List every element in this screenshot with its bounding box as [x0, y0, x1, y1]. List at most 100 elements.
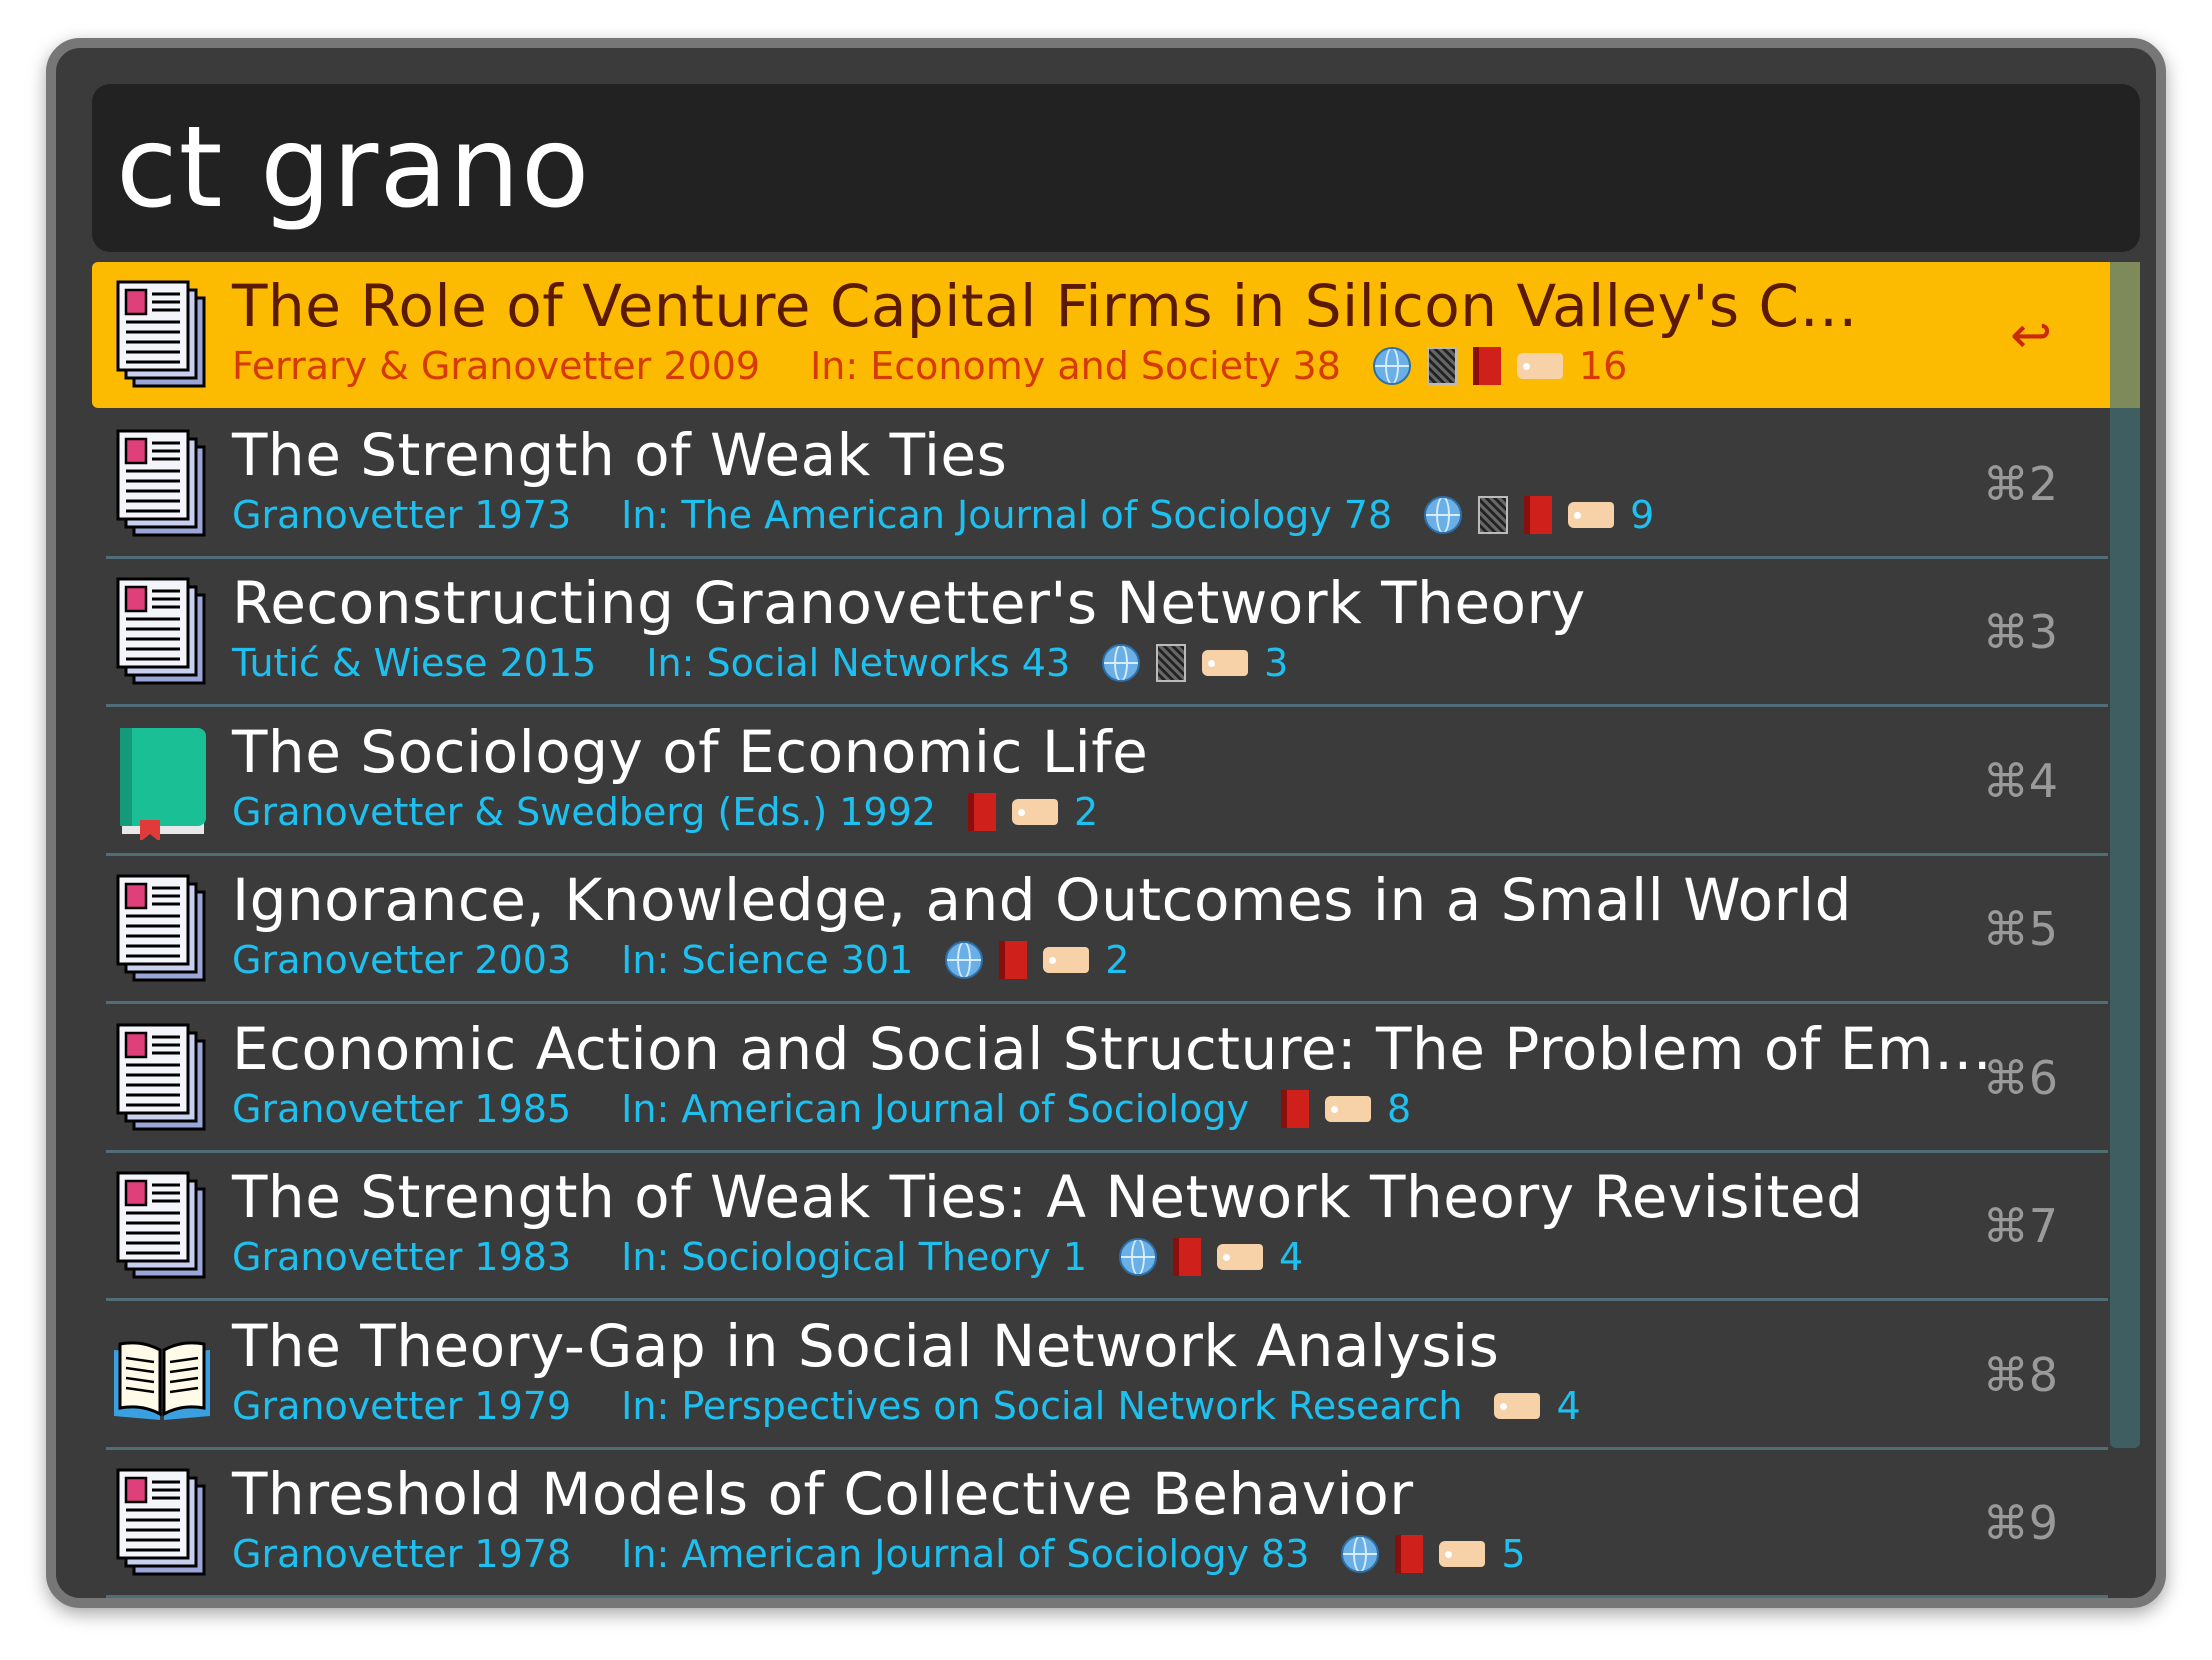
result-authors: Ferrary & Granovetter 2009 [232, 344, 761, 388]
result-title: Economic Action and Social Structure: Th… [232, 1015, 1993, 1083]
newspaper-icon [112, 276, 212, 394]
result-journal: In: Social Networks 43 [646, 641, 1071, 685]
result-journal: In: Sociological Theory 1 [621, 1235, 1087, 1279]
result-meta: Granovetter 2003 In: Science 301 2 [232, 938, 1129, 982]
result-row[interactable]: Threshold Models of Collective Behavior G… [92, 1450, 2108, 1598]
result-meta: Tutić & Wiese 2015 In: Social Networks 43… [232, 641, 1288, 685]
result-title: The Strength of Weak Ties [232, 421, 1008, 489]
result-meta: Ferrary & Granovetter 2009 In: Economy an… [232, 344, 1627, 388]
result-journal: In: Perspectives on Social Network Resea… [621, 1384, 1463, 1428]
result-authors: Granovetter 2003 [232, 938, 572, 982]
tag-count: 8 [1386, 1087, 1412, 1131]
result-authors: Granovetter & Swedberg (Eds.) 1992 [232, 790, 936, 834]
result-row[interactable]: Economic Action and Social Structure: Th… [92, 1005, 2108, 1153]
result-title: The Sociology of Economic Life [232, 718, 1149, 786]
newspaper-icon [112, 1464, 212, 1582]
shortcut-label: ⌘2 [1982, 457, 2058, 511]
scrollbar[interactable] [2110, 262, 2140, 1448]
result-authors: Granovetter 1973 [232, 493, 572, 537]
search-query[interactable]: ct grano [116, 103, 591, 233]
shortcut-label: ⌘9 [1982, 1496, 2058, 1550]
tag-count: 5 [1501, 1532, 1526, 1576]
result-row[interactable]: Reconstructing Granovetter's Network The… [92, 559, 2108, 707]
result-meta: Granovetter 1979 In: Perspectives on Soci… [232, 1384, 1581, 1428]
tag-icon [1043, 947, 1090, 973]
result-row[interactable]: The Strength of Weak Ties Granovetter 197… [92, 411, 2108, 559]
result-journal: In: American Journal of Sociology [621, 1087, 1249, 1131]
open-book-icon [112, 1316, 212, 1434]
tag-icon [1494, 1393, 1541, 1419]
tag-count: 16 [1578, 344, 1628, 388]
globe-icon [1424, 496, 1463, 534]
shortcut-label: ⌘5 [1982, 902, 2058, 956]
shortcut-label: ⌘6 [1982, 1051, 2058, 1105]
row-divider [106, 1150, 2108, 1153]
result-journal: In: American Journal of Sociology 83 [621, 1532, 1310, 1576]
row-divider [106, 853, 2108, 856]
result-meta: Granovetter 1983 In: Sociological Theory … [232, 1235, 1303, 1279]
notebook-icon [1156, 644, 1187, 682]
result-meta: Granovetter 1985 In: American Journal of … [232, 1087, 1411, 1131]
red-book-icon [967, 793, 996, 831]
result-title: Threshold Models of Collective Behavior [232, 1460, 1414, 1528]
notebook-icon [1478, 496, 1509, 534]
notebook-icon [1426, 347, 1457, 385]
tag-icon [1568, 502, 1615, 528]
shortcut-label: ⌘4 [1982, 754, 2058, 808]
launcher-window: ct grano The Role of Venture Capital Fir… [46, 38, 2166, 1608]
row-divider [106, 1001, 2108, 1004]
shortcut-label: ⌘8 [1982, 1348, 2058, 1402]
row-divider [106, 1298, 2108, 1301]
tag-icon [1516, 353, 1563, 379]
tag-icon [1011, 799, 1058, 825]
result-row[interactable]: The Strength of Weak Ties: A Network The… [92, 1153, 2108, 1301]
result-meta: Granovetter 1978 In: American Journal of … [232, 1532, 1526, 1576]
shortcut-label: ⌘3 [1982, 605, 2058, 659]
globe-icon [1119, 1238, 1157, 1276]
tag-count: 3 [1264, 641, 1289, 685]
row-divider [106, 556, 2108, 559]
newspaper-icon [112, 870, 212, 988]
green-book-icon [112, 722, 212, 842]
return-key-icon: ↩ [2010, 306, 2052, 364]
result-row[interactable]: The Role of Venture Capital Firms in Sil… [92, 262, 2140, 408]
red-book-icon [1472, 347, 1501, 385]
tag-icon [1202, 650, 1249, 676]
result-authors: Tutić & Wiese 2015 [232, 641, 597, 685]
tag-icon [1439, 1541, 1486, 1567]
globe-icon [1372, 347, 1411, 385]
newspaper-icon [112, 425, 212, 543]
result-title: The Theory-Gap in Social Network Analysi… [232, 1312, 1500, 1380]
newspaper-icon [112, 1019, 212, 1137]
result-row[interactable]: Ignorance, Knowledge, and Outcomes in a … [92, 856, 2108, 1004]
globe-icon [945, 941, 984, 979]
result-journal: In: The American Journal of Sociology 78 [621, 493, 1393, 537]
tag-count: 2 [1105, 938, 1130, 982]
result-meta: Granovetter 1973 In: The American Journal… [232, 493, 1654, 537]
shortcut-label: ⌘7 [1982, 1199, 2058, 1253]
search-field[interactable]: ct grano [92, 84, 2140, 252]
result-journal: In: Economy and Society 38 [810, 344, 1341, 388]
red-book-icon [1395, 1535, 1424, 1573]
red-book-icon [1280, 1090, 1309, 1128]
row-divider [106, 704, 2108, 707]
tag-count: 4 [1279, 1235, 1304, 1279]
tag-count: 2 [1073, 790, 1099, 834]
tag-icon [1217, 1244, 1263, 1270]
tag-count: 9 [1630, 493, 1655, 537]
globe-icon [1102, 644, 1141, 682]
result-row[interactable]: The Sociology of Economic Life Granovette… [92, 708, 2108, 856]
newspaper-icon [112, 1167, 212, 1285]
tag-count: 4 [1556, 1384, 1581, 1428]
result-title: Ignorance, Knowledge, and Outcomes in a … [232, 866, 1852, 934]
result-meta: Granovetter & Swedberg (Eds.) 1992 2 [232, 790, 1098, 834]
globe-icon [1341, 1535, 1380, 1573]
scrollbar-thumb[interactable] [2110, 262, 2140, 408]
newspaper-icon [112, 573, 212, 691]
result-authors: Granovetter 1985 [232, 1087, 572, 1131]
red-book-icon [1524, 496, 1553, 534]
row-divider [106, 1595, 2108, 1598]
result-row[interactable]: The Theory-Gap in Social Network Analysi… [92, 1302, 2108, 1450]
result-authors: Granovetter 1983 [232, 1235, 572, 1279]
results-list: The Role of Venture Capital Firms in Sil… [92, 262, 2140, 1598]
